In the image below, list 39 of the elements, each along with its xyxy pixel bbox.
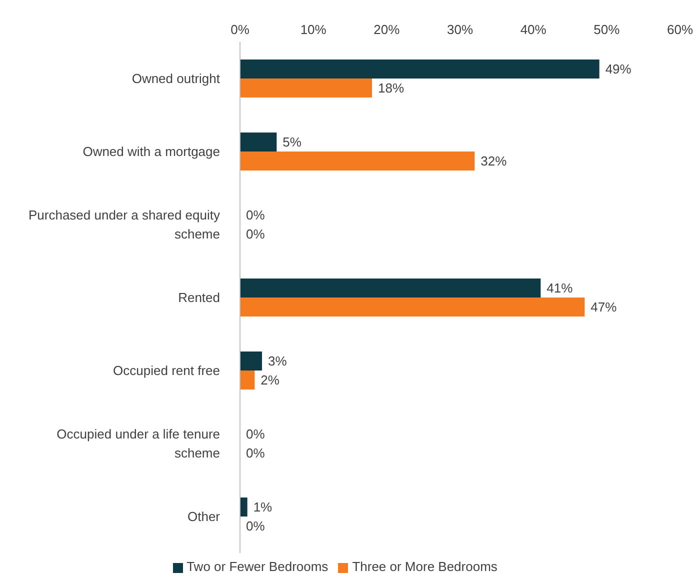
data-label: 49% bbox=[605, 62, 632, 77]
bar bbox=[240, 132, 277, 152]
legend-label: Three or More Bedrooms bbox=[352, 559, 498, 574]
x-tick-label: 50% bbox=[594, 22, 620, 37]
bar bbox=[240, 78, 372, 98]
bar bbox=[240, 152, 475, 171]
x-tick-label: 10% bbox=[300, 22, 327, 37]
bar bbox=[240, 370, 255, 390]
data-label: 5% bbox=[282, 134, 302, 150]
x-tick-label: 60% bbox=[666, 22, 694, 37]
bar bbox=[240, 352, 262, 371]
y-tick-label: Rented bbox=[178, 290, 220, 305]
x-tick-label: 40% bbox=[520, 22, 547, 37]
bar bbox=[240, 60, 600, 79]
y-tick-label: Other bbox=[187, 509, 221, 524]
data-label: 0% bbox=[246, 208, 266, 223]
data-label: 32% bbox=[480, 154, 508, 169]
x-tick-label: 0% bbox=[230, 22, 250, 37]
data-label: 1% bbox=[253, 500, 273, 515]
data-label: 0% bbox=[246, 426, 266, 442]
bar bbox=[240, 278, 541, 298]
x-tick-label: 30% bbox=[446, 22, 474, 37]
data-label: 0% bbox=[246, 518, 266, 534]
y-tick-label: Owned outright bbox=[132, 71, 220, 86]
data-label: 0% bbox=[246, 226, 266, 242]
data-label: 3% bbox=[268, 354, 288, 369]
bar bbox=[240, 498, 248, 517]
data-label: 41% bbox=[546, 280, 574, 296]
y-tick-label: Occupied under a life tenure scheme bbox=[56, 426, 220, 460]
legend-label: Two or Fewer Bedrooms bbox=[186, 559, 328, 574]
bar bbox=[240, 298, 585, 317]
y-tick-label: Purchased under a shared equity scheme bbox=[28, 208, 220, 242]
y-tick-label: Occupied rent free bbox=[113, 363, 220, 378]
x-tick-label: 20% bbox=[374, 22, 400, 37]
data-label: 47% bbox=[590, 300, 618, 315]
y-tick-label: Owned with a mortgage bbox=[82, 144, 220, 159]
data-label: 2% bbox=[260, 372, 280, 388]
data-label: 0% bbox=[246, 446, 266, 461]
data-label: 18% bbox=[378, 80, 404, 96]
